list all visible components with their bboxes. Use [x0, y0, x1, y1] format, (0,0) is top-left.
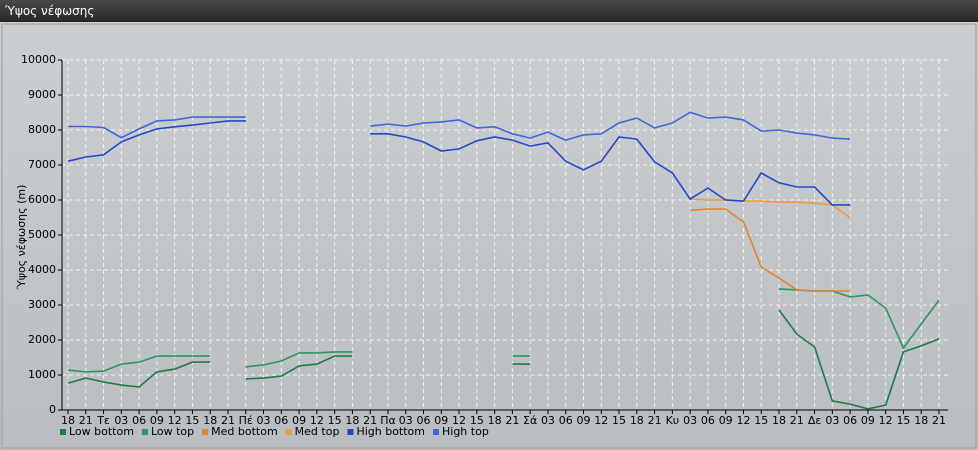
x-tick-label: 21 — [79, 414, 93, 427]
x-tick-label: 18 — [914, 414, 928, 427]
x-tick-label: 15 — [612, 414, 626, 427]
series-line — [67, 309, 940, 410]
y-tick-label: 7000 — [28, 158, 56, 171]
series-line — [67, 120, 851, 206]
legend-label: Med top — [295, 425, 340, 438]
x-tick-label: Τε — [96, 414, 110, 427]
x-tick-label: 18 — [630, 414, 644, 427]
x-tick-label: 12 — [310, 414, 324, 427]
y-tick-label: 10000 — [21, 53, 56, 66]
x-tick-label: 18 — [772, 414, 786, 427]
x-tick-label: 15 — [754, 414, 768, 427]
y-tick-label: 6000 — [28, 193, 56, 206]
x-tick-label: 03 — [541, 414, 555, 427]
legend-swatch — [433, 429, 439, 435]
window-title: Ύψος νέφωσης — [0, 0, 978, 22]
x-tick-label: 15 — [328, 414, 342, 427]
x-tick-label: Δε — [808, 414, 822, 427]
y-tick-label: 1000 — [28, 368, 56, 381]
x-tick-label: 09 — [434, 414, 448, 427]
chart: Ύψος νέφωσης (m) 0 1000 2000 3000 4000 5000 60… — [1, 23, 977, 449]
x-tick-label: 18 — [488, 414, 502, 427]
x-tick-label: 06 — [701, 414, 715, 427]
x-tick-label: 06 — [559, 414, 573, 427]
x-tick-label: Σά — [523, 414, 537, 427]
legend-label: Low bottom — [69, 425, 134, 438]
x-tick-label: Πα — [380, 414, 396, 427]
series-line — [67, 288, 940, 373]
x-tick-label: 03 — [114, 414, 128, 427]
y-tick-label: 9000 — [28, 88, 56, 101]
x-tick-label: 21 — [932, 414, 946, 427]
y-axis-label: Ύψος νέφωσης (m) — [15, 185, 28, 291]
x-tick-label: 15 — [185, 414, 199, 427]
legend-swatch — [347, 429, 354, 435]
x-tick-label: 06 — [417, 414, 431, 427]
x-tick-label: 09 — [150, 414, 164, 427]
x-tick-label: 03 — [257, 414, 271, 427]
x-tick-label: 09 — [292, 414, 306, 427]
x-tick-label: 03 — [683, 414, 697, 427]
x-tick-label: 12 — [736, 414, 750, 427]
x-tick-label: 18 — [203, 414, 217, 427]
y-tick-label: 5000 — [28, 228, 56, 241]
x-tick-label: 03 — [825, 414, 839, 427]
y-tick-label: 2000 — [28, 333, 56, 346]
x-tick-label: 21 — [505, 414, 519, 427]
x-tick-label: 21 — [790, 414, 804, 427]
legend-swatch — [202, 429, 209, 435]
x-tick-label: 09 — [576, 414, 590, 427]
x-tick-label: 09 — [719, 414, 733, 427]
x-tick-label: 03 — [399, 414, 413, 427]
x-tick-label: 12 — [594, 414, 608, 427]
series-line — [68, 111, 851, 141]
x-tick-label: 15 — [470, 414, 484, 427]
y-tick-label: 8000 — [28, 123, 56, 136]
x-tick-label: 09 — [861, 414, 875, 427]
y-tick-label: 4000 — [28, 263, 56, 276]
x-tick-label: 15 — [896, 414, 910, 427]
x-tick-label: 21 — [648, 414, 662, 427]
series-line — [690, 208, 851, 292]
x-tick-label: 21 — [221, 414, 235, 427]
x-tick-label: Πέ — [239, 414, 253, 427]
x-tick-label: 18 — [345, 414, 359, 427]
chart-frame — [1, 23, 977, 449]
x-tick-label: 06 — [274, 414, 288, 427]
x-tick-label: Κυ — [666, 414, 680, 427]
y-tick-label: 0 — [49, 403, 56, 416]
legend-label: High top — [442, 425, 489, 438]
x-tick-label: 12 — [879, 414, 893, 427]
legend-swatch — [141, 429, 148, 435]
series-line — [690, 198, 851, 219]
x-tick-label: 21 — [363, 414, 377, 427]
legend-swatch — [285, 429, 292, 435]
x-tick-label: 06 — [132, 414, 146, 427]
y-tick-label: 3000 — [28, 298, 56, 311]
legend-swatch — [60, 429, 66, 435]
x-tick-label: 12 — [168, 414, 182, 427]
x-tick-label: 06 — [843, 414, 857, 427]
legend-label: Med bottom — [211, 425, 278, 438]
legend-label: High bottom — [356, 425, 425, 438]
x-tick-label: 12 — [452, 414, 466, 427]
x-tick-label: 18 — [61, 414, 75, 427]
legend-label: Low top — [151, 425, 194, 438]
